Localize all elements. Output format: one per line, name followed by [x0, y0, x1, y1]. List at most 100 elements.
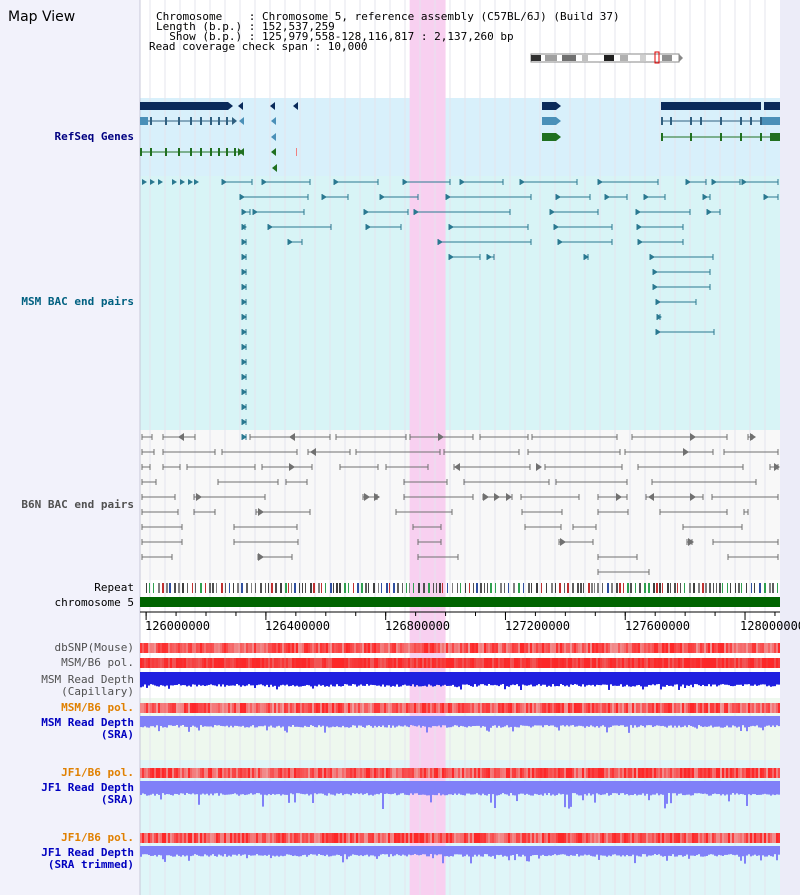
snp-density-cell	[346, 643, 348, 653]
jf1-b6-pol-cell	[362, 768, 364, 778]
jf1-depth-sra-bar	[500, 781, 502, 795]
jf1-depth-sra-bar	[228, 781, 230, 795]
msm-b6-pol-sra-cell	[240, 703, 242, 713]
msm-depth-cap-bar	[474, 672, 476, 685]
msm-b6-pol-sra-cell	[384, 703, 386, 713]
jf1-depth-sra-bar	[524, 781, 526, 795]
jf1-depth-sra-bar	[148, 781, 150, 796]
msm-b6-pol-sra-cell	[224, 703, 226, 713]
jf1-b6-pol-cell	[404, 833, 406, 843]
jf1-b6-pol-cell	[738, 833, 740, 843]
refseq-genes-label[interactable]: RefSeq Genes	[54, 130, 134, 143]
snp-density-cell	[220, 643, 222, 653]
jf1-b6-pol-cell	[440, 833, 442, 843]
snp-density-cell	[626, 643, 628, 653]
jf1-depth-trim-bar	[492, 846, 494, 856]
jf1-depth-sra-bar	[622, 781, 624, 794]
snp-density-cell	[624, 643, 626, 653]
jf1-depth-sra-bar	[370, 781, 372, 795]
jf1-depth-trim-bar	[270, 846, 272, 859]
msm-b6-pol-sra-cell	[502, 703, 504, 713]
msm-depth-cap-bar	[514, 672, 516, 686]
msm-b6-pol-sra-cell	[766, 703, 768, 713]
bac-end-arrow	[536, 463, 542, 471]
jf1-depth-trim-bar	[762, 846, 764, 856]
msm-depth-sra-bar	[290, 716, 292, 727]
bac-end-arrow	[258, 553, 264, 561]
jf1-depth-sra-bar	[326, 781, 328, 796]
jf1-b6-pol-cell	[746, 833, 748, 843]
msm-depth-sra-bar	[574, 716, 576, 727]
jf1-b6-pol-cell	[456, 768, 458, 778]
jf1-b6-pol-cell	[528, 768, 530, 778]
snp-density-cell	[640, 643, 642, 653]
jf1-b6-pol-cell	[300, 833, 302, 843]
msm-depth-sra-bar	[682, 716, 684, 727]
msm-depth-cap-bar	[516, 672, 518, 685]
snp-density-cell	[504, 643, 506, 653]
msm-depth-sra-bar	[612, 716, 614, 726]
msm-depth-cap-bar	[386, 672, 388, 686]
msm-depth-cap-bar	[728, 672, 730, 686]
snp-density-cell	[734, 643, 736, 653]
jf1-b6-pol-cell	[562, 768, 564, 778]
msm-depth-cap-bar	[424, 672, 426, 686]
jf1-depth-sra-bar	[654, 781, 656, 795]
msm-b6-pol-cell	[354, 658, 356, 668]
msm-b6-pol-cell	[442, 658, 444, 668]
msm-b6-pol-sra-cell	[368, 703, 370, 713]
msm-b6-pol-cell	[172, 658, 174, 668]
jf1-b6-pol-cell	[268, 768, 270, 778]
jf1-depth-sra-bar	[422, 781, 424, 795]
snp-density-cell	[768, 643, 770, 653]
bac-end-arrow	[653, 269, 658, 275]
b6n-bac-label[interactable]: B6N BAC end pairs	[21, 498, 134, 511]
jf1-depth-trim-bar	[150, 846, 152, 856]
jf1-depth-trim-bar	[584, 846, 586, 855]
jf1-depth-sra-bar	[478, 781, 480, 795]
msm-bac-label[interactable]: MSM BAC end pairs	[21, 295, 134, 308]
msm-depth-cap-bar	[370, 672, 372, 685]
snp-density-cell	[466, 643, 468, 653]
msm-depth-sra-bar	[540, 716, 542, 726]
repeat-element	[187, 583, 188, 593]
jf1-depth-trim-bar	[258, 846, 260, 856]
jf1-b6-pol-cell	[532, 833, 534, 843]
msm-depth-sra-bar	[554, 716, 556, 727]
msm-b6-pol-cell	[394, 658, 396, 668]
jf1-b6-pol-cell	[734, 833, 736, 843]
jf1-b6-pol-cell	[578, 768, 580, 778]
jf1-b6-pol-cell	[308, 833, 310, 843]
jf1-depth-sra-bar	[344, 781, 346, 795]
snp-density-cell	[148, 643, 150, 653]
msm-b6-pol-sra-cell	[616, 703, 618, 713]
msm-b6-pol-cell	[406, 658, 408, 668]
jf1-b6-pol-cell	[172, 768, 174, 778]
msm-depth-sra-bar	[486, 716, 488, 731]
msm-depth-sra-bar	[456, 716, 458, 726]
snp-density-cell	[576, 643, 578, 653]
msm-depth-cap-bar	[374, 672, 376, 686]
jf1-b6-pol-cell	[768, 833, 770, 843]
msm-b6-pol-sra-cell	[592, 703, 594, 713]
msm-b6-pol-cell	[370, 658, 372, 668]
repeat-element	[305, 583, 306, 593]
msm-b6-pol-cell	[242, 658, 244, 668]
msm-depth-sra-bar	[642, 716, 644, 726]
jf1-depth-sra-bar	[236, 781, 238, 795]
snp-density-cell	[600, 643, 602, 653]
msm-b6-pol-cell	[306, 658, 308, 668]
msm-b6-pol-sra-cell	[600, 703, 602, 713]
msm-b6-pol-sra-cell	[234, 703, 236, 713]
snp-density-cell	[300, 643, 302, 653]
msm-depth-sra-bar	[772, 716, 774, 726]
msm-depth-sra-bar	[258, 716, 260, 727]
snp-density-cell	[548, 643, 550, 653]
jf1-b6-pol-cell	[532, 768, 534, 778]
jf1-b6-pol-cell	[412, 833, 414, 843]
msm-depth-cap-bar	[656, 672, 658, 685]
jf1-depth-trim-bar	[560, 846, 562, 855]
snp-density-cell	[556, 643, 558, 653]
jf1-b6-pol-cell	[670, 768, 672, 778]
